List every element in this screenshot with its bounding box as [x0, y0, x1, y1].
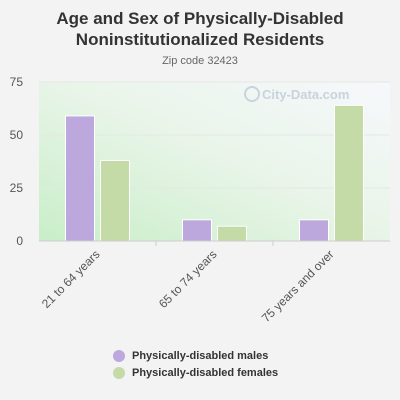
- legend-swatch-females: [113, 367, 125, 379]
- bar-females-1: [217, 225, 247, 242]
- x-tick-label: 75 years and over: [259, 247, 337, 325]
- bar-males-2: [299, 219, 329, 242]
- y-tick-label: 0: [16, 234, 23, 248]
- watermark: City-Data.com: [244, 86, 349, 102]
- grid-lines: [39, 81, 390, 189]
- y-tick-label: 25: [10, 181, 24, 195]
- chart-subtitle: Zip code 32423: [162, 55, 238, 67]
- legend-item-males: Physically-disabled males: [113, 349, 268, 363]
- y-tick-label: 75: [10, 75, 24, 89]
- x-tick-label: 65 to 74 years: [156, 247, 220, 311]
- chart-title-line-1: Age and Sex of Physically-Disabled: [56, 9, 344, 28]
- x-tick-label: 21 to 64 years: [39, 247, 103, 311]
- chart-title: Age and Sex of Physically-Disabled Nonin…: [0, 8, 400, 50]
- bar-males-1: [182, 219, 212, 242]
- chart-title-line-2: Noninstitutionalized Residents: [75, 30, 325, 49]
- bars: [65, 104, 364, 242]
- legend-label-females: Physically-disabled females: [132, 367, 279, 379]
- watermark-magnifier-icon: [244, 86, 260, 102]
- watermark-text: City-Data.com: [262, 87, 349, 102]
- y-tick-label: 50: [10, 128, 24, 142]
- legend-swatch-males: [113, 350, 125, 362]
- y-tick-labels: 0 25 50 75: [10, 75, 24, 248]
- legend-item-females: Physically-disabled females: [113, 366, 278, 380]
- bar-males-0: [65, 115, 95, 242]
- bar-females-0: [100, 159, 130, 242]
- legend-label-males: Physically-disabled males: [132, 350, 269, 362]
- x-tick-labels: 21 to 64 years 65 to 74 years 75 years and…: [39, 247, 337, 325]
- bar-females-2: [334, 104, 364, 242]
- x-ticks: [155, 241, 274, 246]
- plot-area: [39, 82, 390, 241]
